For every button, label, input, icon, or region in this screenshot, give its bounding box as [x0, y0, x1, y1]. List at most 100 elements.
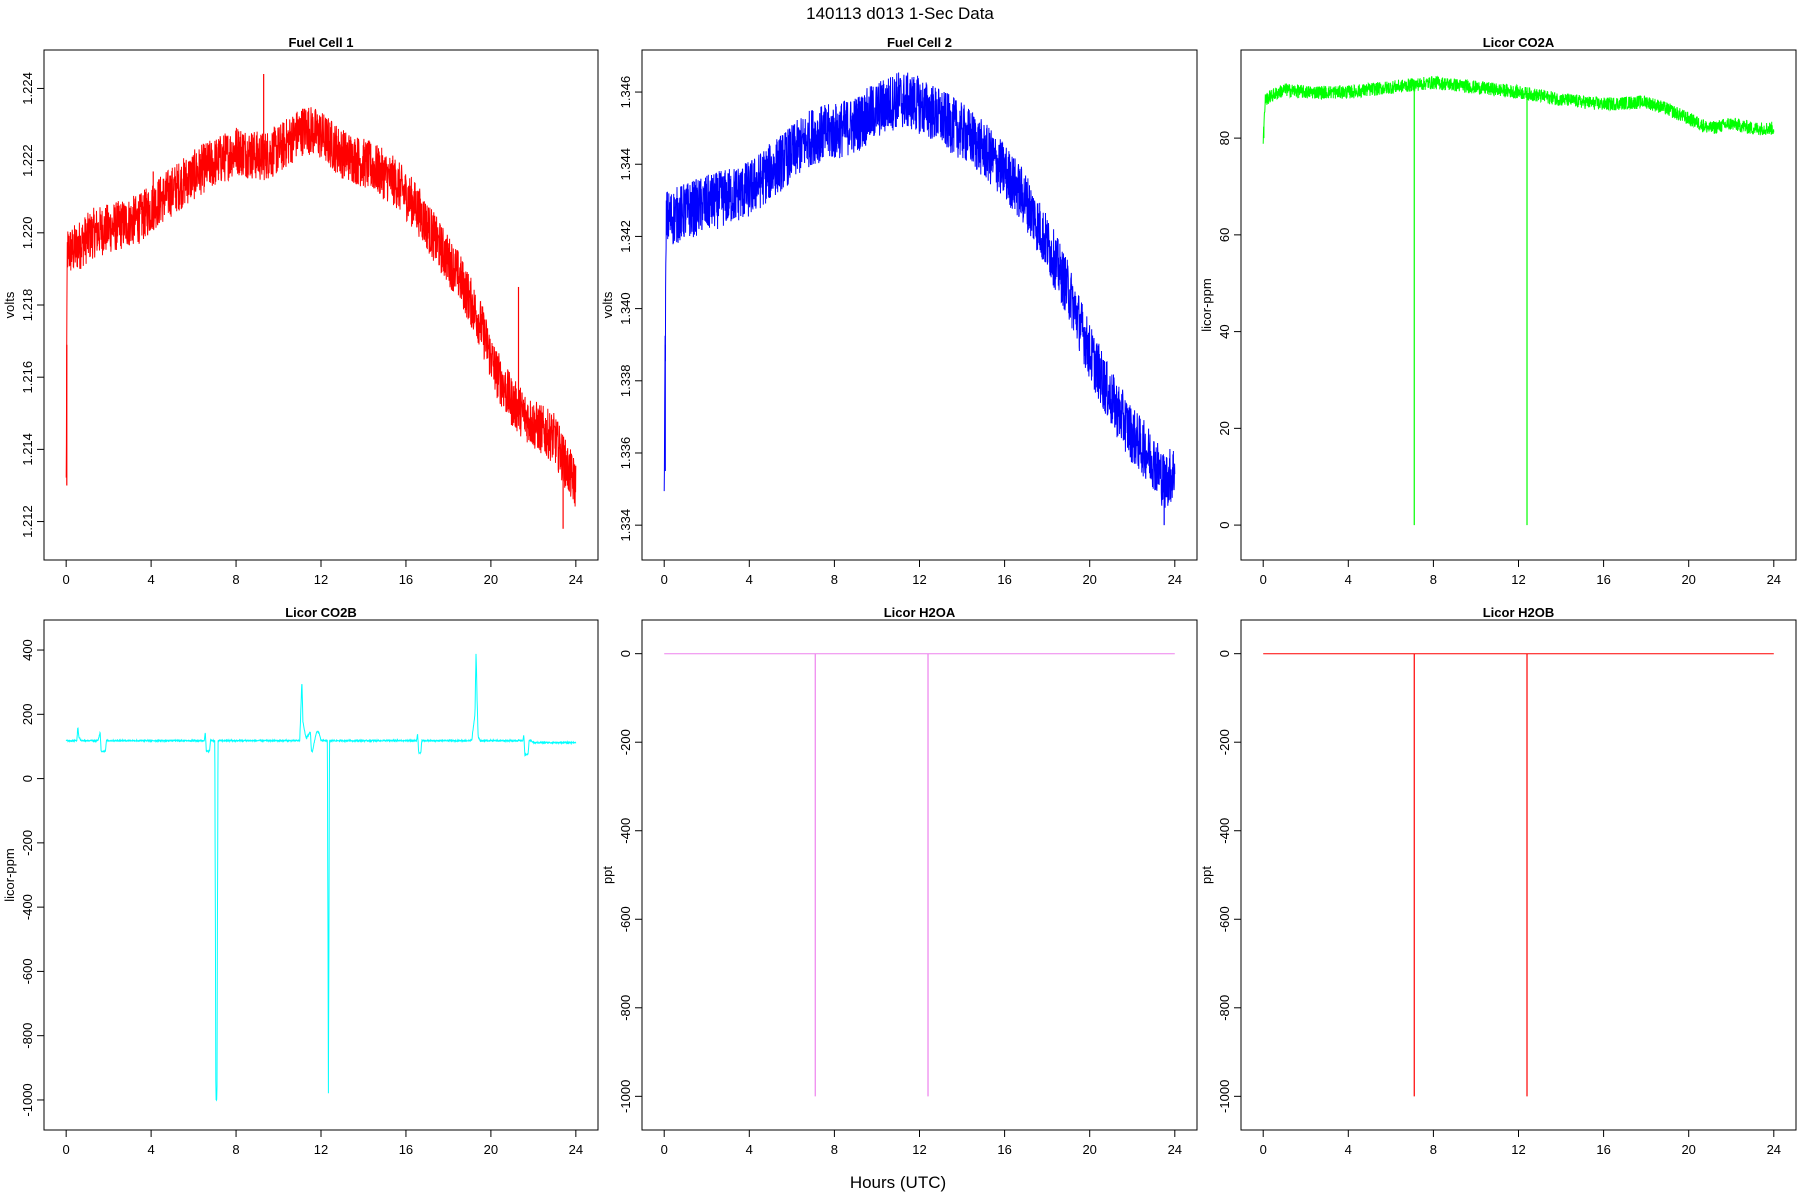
chart-title: Licor CO2A — [1483, 35, 1555, 50]
x-tick-label: 12 — [912, 572, 926, 587]
x-tick-label: 24 — [1767, 1142, 1781, 1157]
y-tick-label: 1.336 — [618, 437, 633, 470]
y-tick-label: -800 — [1217, 995, 1232, 1021]
chart-panel: Licor CO2B 0 4 8 12 16 20 24 -1000 -800 -600 -400 -2… — [2, 605, 599, 1157]
x-tick-label: 24 — [569, 572, 583, 587]
x-tick-label: 24 — [1168, 572, 1182, 587]
x-tick-label: 12 — [314, 1142, 328, 1157]
x-tick-label: 20 — [1082, 1142, 1096, 1157]
x-tick-label: 0 — [63, 572, 70, 587]
y-tick-label: 0 — [20, 775, 35, 782]
y-tick-label: 1.214 — [20, 433, 35, 466]
y-tick-label: -200 — [618, 729, 633, 755]
x-tick-label: 24 — [569, 1142, 583, 1157]
y-tick-label: 1.222 — [20, 144, 35, 177]
x-tick-label: 0 — [661, 572, 668, 587]
x-tick-label: 0 — [661, 1142, 668, 1157]
y-tick-label: 1.212 — [20, 505, 35, 538]
chart-title: Licor H2OA — [884, 605, 956, 620]
y-tick-label: -400 — [618, 818, 633, 844]
x-tick-label: 16 — [399, 572, 413, 587]
x-tick-label: 8 — [232, 1142, 239, 1157]
chart-panel: Licor CO2A 0 4 8 12 16 20 24 0 20 40 60 80 licor-ppm — [1199, 35, 1797, 587]
x-tick-label: 8 — [1430, 572, 1437, 587]
y-tick-label: -400 — [1217, 818, 1232, 844]
x-tick-label: 12 — [912, 1142, 926, 1157]
y-tick-label: 40 — [1217, 324, 1232, 338]
y-tick-label: -600 — [618, 906, 633, 932]
y-axis-label: volts — [600, 291, 615, 318]
y-tick-label: 0 — [618, 650, 633, 657]
series-line — [65, 107, 577, 507]
x-tick-label: 24 — [1168, 1142, 1182, 1157]
x-tick-label: 24 — [1767, 572, 1781, 587]
series-line — [663, 72, 1176, 508]
y-axis-label: licor-ppm — [2, 848, 17, 901]
x-tick-label: 8 — [831, 1142, 838, 1157]
y-axis-label: licor-ppm — [1199, 278, 1214, 331]
x-tick-label: 20 — [1681, 572, 1695, 587]
x-tick-label: 12 — [314, 572, 328, 587]
x-tick-label: 4 — [147, 572, 154, 587]
figure-x-axis-label: Hours (UTC) — [850, 1173, 946, 1192]
y-tick-label: 1.216 — [20, 361, 35, 394]
y-tick-label: -200 — [1217, 729, 1232, 755]
y-tick-label: -800 — [618, 995, 633, 1021]
x-tick-label: 12 — [1511, 572, 1525, 587]
y-axis-label: ppt — [600, 866, 615, 884]
x-tick-label: 16 — [1596, 572, 1610, 587]
y-tick-label: 1.338 — [618, 365, 633, 398]
y-tick-label: -800 — [20, 1023, 35, 1049]
x-tick-label: 12 — [1511, 1142, 1525, 1157]
x-tick-label: 4 — [1345, 572, 1352, 587]
x-tick-label: 8 — [232, 572, 239, 587]
x-tick-label: 8 — [1430, 1142, 1437, 1157]
x-tick-label: 20 — [484, 1142, 498, 1157]
x-tick-label: 8 — [831, 572, 838, 587]
y-tick-label: -200 — [20, 830, 35, 856]
y-tick-label: -400 — [20, 894, 35, 920]
y-tick-label: 20 — [1217, 421, 1232, 435]
y-tick-label: -1000 — [618, 1080, 633, 1113]
chart-panel: Fuel Cell 2 0 4 8 12 16 20 24 1.334 1.336 1.338 1.3… — [600, 35, 1198, 587]
chart-panels: Fuel Cell 1 0 4 8 12 16 20 24 1.212 1.214 1.216 1.2… — [2, 35, 1797, 1157]
y-tick-label: 0 — [1217, 650, 1232, 657]
y-tick-label: 1.342 — [618, 220, 633, 253]
x-tick-label: 4 — [147, 1142, 154, 1157]
x-tick-label: 16 — [997, 1142, 1011, 1157]
y-tick-label: 1.344 — [618, 148, 633, 181]
y-tick-label: 60 — [1217, 228, 1232, 242]
y-tick-label: 1.334 — [618, 509, 633, 542]
x-tick-label: 4 — [746, 1142, 753, 1157]
y-tick-label: 80 — [1217, 131, 1232, 145]
x-tick-label: 4 — [746, 572, 753, 587]
y-tick-label: -600 — [1217, 906, 1232, 932]
y-axis-label: volts — [2, 291, 17, 318]
x-tick-label: 20 — [1082, 572, 1096, 587]
chart-title: Fuel Cell 1 — [288, 35, 353, 50]
y-tick-label: -1000 — [1217, 1080, 1232, 1113]
y-tick-label: -1000 — [20, 1083, 35, 1116]
y-tick-label: 0 — [1217, 521, 1232, 528]
y-tick-label: 400 — [20, 639, 35, 661]
chart-title: Fuel Cell 2 — [887, 35, 952, 50]
x-tick-label: 0 — [63, 1142, 70, 1157]
x-tick-label: 16 — [399, 1142, 413, 1157]
chart-title: Licor H2OB — [1483, 605, 1555, 620]
x-tick-label: 0 — [1260, 572, 1267, 587]
y-tick-label: 1.224 — [20, 72, 35, 105]
x-tick-label: 0 — [1260, 1142, 1267, 1157]
series-line — [1262, 75, 1775, 144]
x-tick-label: 16 — [997, 572, 1011, 587]
chart-panel: Fuel Cell 1 0 4 8 12 16 20 24 1.212 1.214 1.216 1.2… — [2, 35, 599, 587]
x-tick-label: 20 — [1681, 1142, 1695, 1157]
y-tick-label: 200 — [20, 703, 35, 725]
chart-panel: Licor H2OA 0 4 8 12 16 20 24 -1000 -800 -600 -400 -2… — [600, 605, 1198, 1157]
chart-panel: Licor H2OB 0 4 8 12 16 20 24 -1000 -800 -600 -400 -2… — [1199, 605, 1797, 1157]
figure-title: 140113 d013 1-Sec Data — [806, 4, 994, 23]
x-tick-label: 4 — [1345, 1142, 1352, 1157]
y-tick-label: -600 — [20, 958, 35, 984]
y-tick-label: 1.346 — [618, 76, 633, 109]
